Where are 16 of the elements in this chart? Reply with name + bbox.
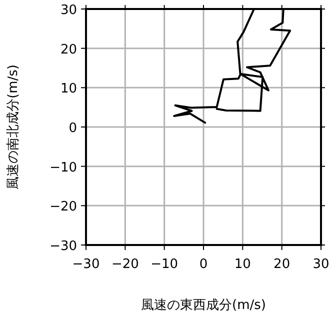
x-tick-label: 30 (312, 257, 330, 272)
y-tick-label: −20 (50, 200, 77, 215)
y-tick-label: 30 (60, 3, 77, 18)
x-tick-label: −20 (111, 257, 139, 272)
x-tick-label: −10 (150, 257, 178, 272)
x-tick-label: 20 (274, 257, 290, 272)
y-axis-title: 風速の南北成分(m/s) (6, 64, 21, 190)
x-tick-label: −30 (72, 257, 100, 272)
y-tick-label: 10 (60, 82, 77, 97)
y-tick-label: 20 (60, 42, 77, 58)
y-tick-label: −10 (50, 160, 77, 176)
x-tick-label: 0 (199, 257, 208, 272)
x-axis-title: 風速の東西成分(m/s) (141, 298, 266, 313)
y-tick-label: 0 (68, 121, 77, 136)
x-tick-label: 10 (234, 257, 251, 272)
y-tick-label: −30 (50, 239, 77, 254)
